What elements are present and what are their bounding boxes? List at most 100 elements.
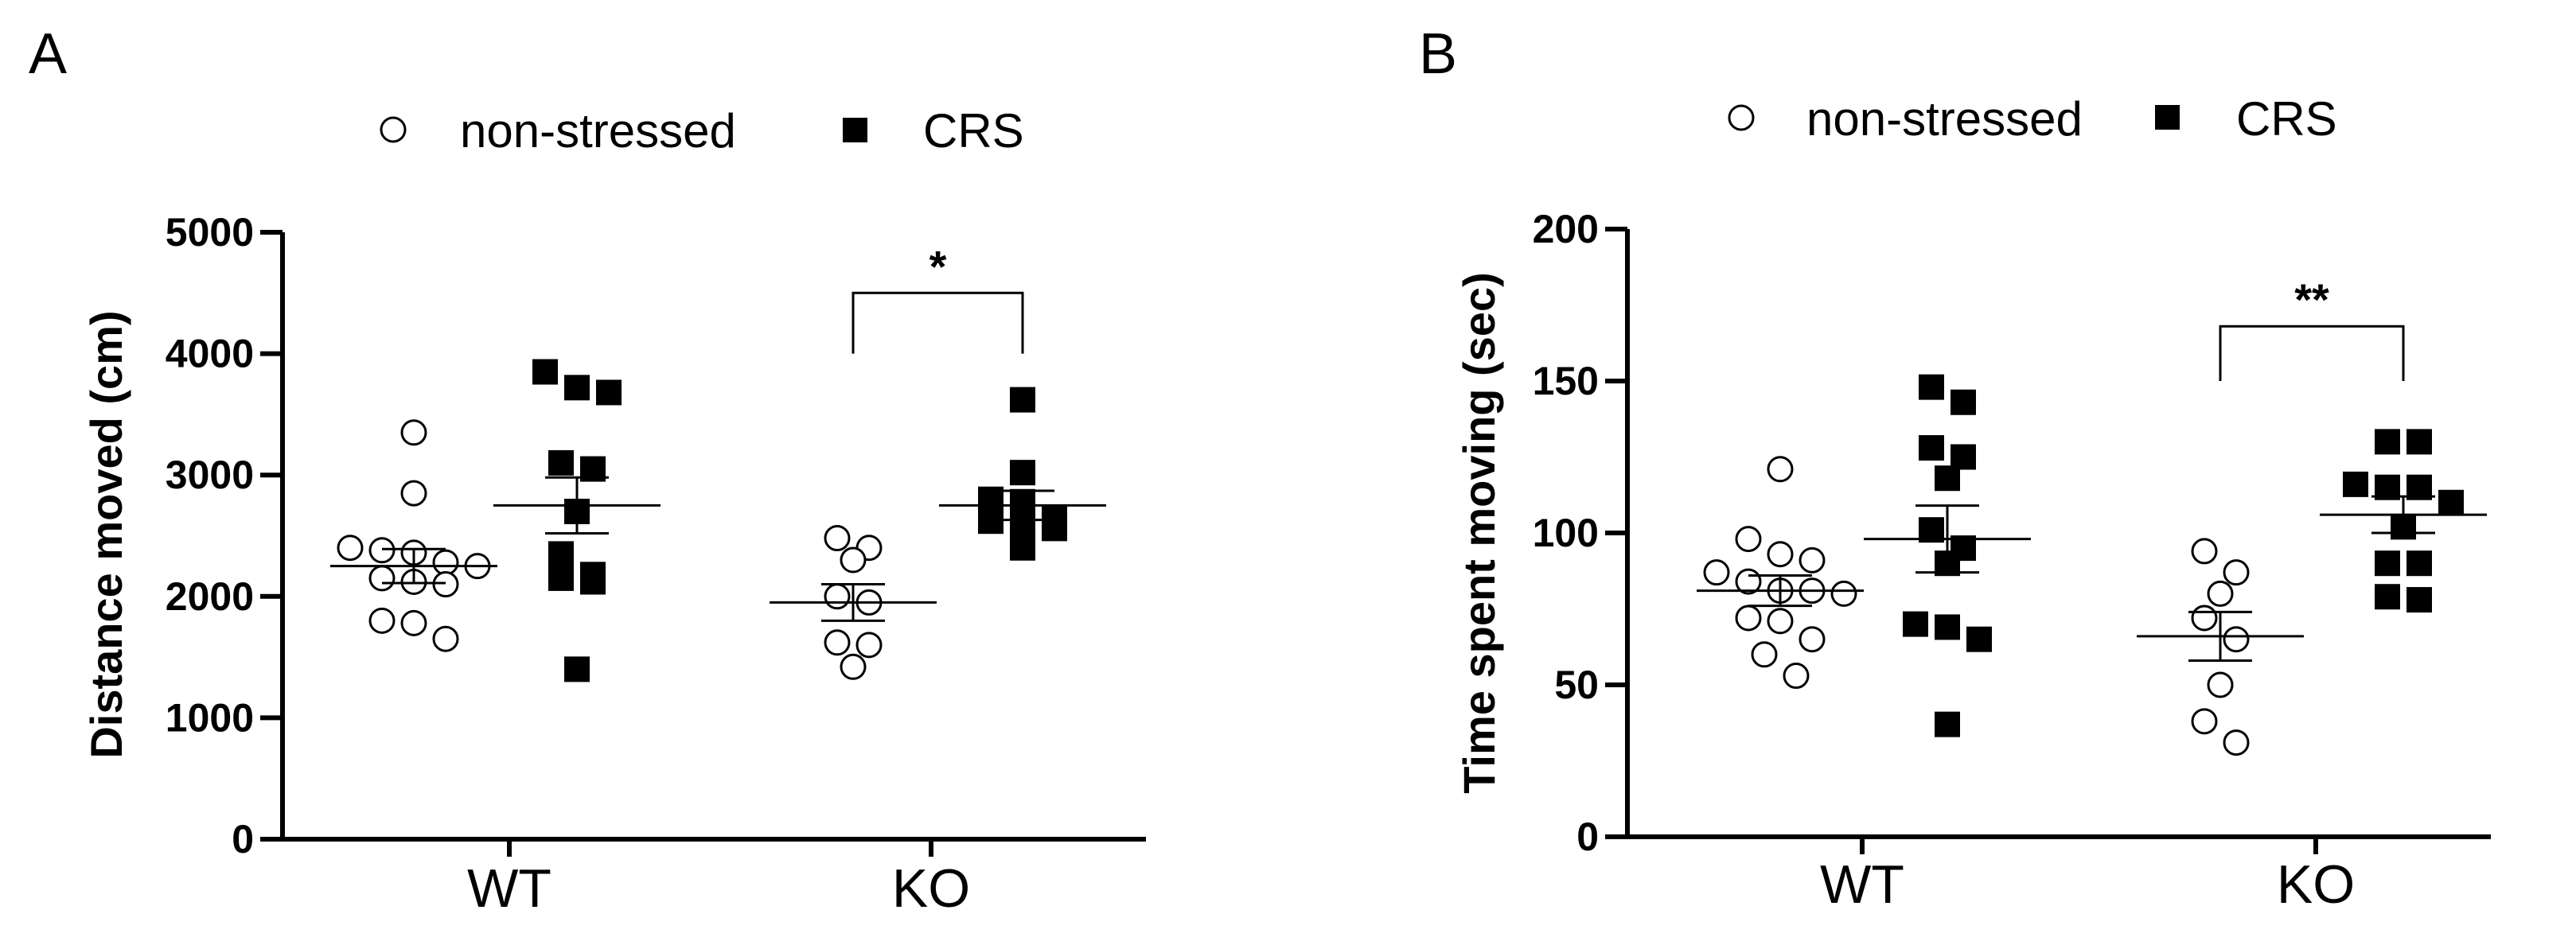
y-tick-label: 150 bbox=[1533, 359, 1599, 403]
significance-bracket bbox=[852, 291, 1024, 354]
legend-non-stressed-label: non-stressed bbox=[460, 104, 736, 157]
panel-b-mean-sem bbox=[1697, 495, 2487, 662]
significance-bracket bbox=[2219, 325, 2405, 381]
data-point-crs bbox=[1935, 465, 1960, 492]
data-point-crs bbox=[1951, 389, 1976, 415]
data-point-non-stressed bbox=[432, 549, 459, 576]
data-point-non-stressed bbox=[840, 653, 867, 680]
legend-crs-marker bbox=[843, 118, 867, 142]
y-tick-label: 0 bbox=[1576, 815, 1599, 859]
data-point-non-stressed bbox=[400, 419, 427, 446]
panel-a-axes bbox=[280, 232, 1146, 842]
panel-b-points bbox=[1703, 374, 2464, 756]
data-point-non-stressed bbox=[2223, 626, 2250, 653]
data-point-crs bbox=[2406, 550, 2432, 577]
data-point-non-stressed bbox=[1703, 559, 1730, 586]
legend-crs-label: CRS bbox=[2236, 92, 2337, 146]
data-point-non-stressed bbox=[368, 565, 396, 592]
data-point-non-stressed bbox=[1751, 641, 1778, 668]
data-point-crs bbox=[2375, 550, 2400, 577]
panel-a-categories: WT KO bbox=[467, 839, 970, 919]
data-point-crs bbox=[1919, 374, 1944, 400]
y-tick-label: 100 bbox=[1533, 511, 1599, 555]
data-point-non-stressed bbox=[1767, 456, 1794, 483]
panel-a-legend: non-stressed CRS bbox=[380, 104, 1024, 157]
data-point-non-stressed bbox=[2207, 671, 2234, 698]
legend-non-stressed-marker bbox=[380, 116, 407, 143]
data-point-non-stressed bbox=[824, 629, 851, 656]
data-point-non-stressed bbox=[337, 535, 364, 562]
y-tick-label: 1000 bbox=[166, 695, 254, 740]
y-tick-label: 3000 bbox=[166, 453, 254, 497]
data-point-non-stressed bbox=[1799, 626, 1826, 653]
data-point-non-stressed bbox=[2191, 708, 2218, 735]
data-point-crs bbox=[564, 656, 590, 682]
panel-b-categories: WT KO bbox=[1820, 837, 2355, 915]
data-point-crs bbox=[2438, 489, 2464, 515]
data-point-non-stressed bbox=[368, 537, 396, 564]
legend-non-stressed-label: non-stressed bbox=[1806, 92, 2083, 146]
data-point-crs bbox=[1966, 626, 1992, 652]
data-point-non-stressed bbox=[2207, 580, 2234, 607]
panel-b-significance: ** bbox=[2219, 274, 2405, 381]
data-point-crs bbox=[2375, 429, 2400, 455]
panel-b-legend: non-stressed CRS bbox=[1728, 92, 2337, 146]
y-tick-label: 0 bbox=[232, 817, 254, 861]
panel-a: A non-stressed CRS Distance moved (cm) 0… bbox=[29, 22, 1146, 919]
data-point-crs bbox=[1010, 535, 1035, 561]
data-point-non-stressed bbox=[1767, 541, 1794, 568]
panel-a-mean-sem bbox=[330, 476, 1106, 622]
data-point-non-stressed bbox=[2191, 605, 2218, 632]
y-tick-label: 4000 bbox=[166, 332, 254, 376]
data-point-non-stressed bbox=[1735, 605, 1762, 632]
data-point-crs bbox=[2343, 471, 2368, 497]
data-point-non-stressed bbox=[1830, 580, 1857, 607]
data-point-crs bbox=[548, 541, 574, 567]
data-point-crs bbox=[2375, 584, 2400, 610]
data-point-non-stressed bbox=[432, 625, 459, 652]
x-category-label: WT bbox=[1820, 854, 1904, 915]
y-tick-label: 50 bbox=[1554, 663, 1599, 707]
data-point-crs bbox=[596, 379, 622, 406]
y-tick-label: 200 bbox=[1533, 207, 1599, 251]
data-point-non-stressed bbox=[824, 525, 851, 552]
data-point-crs bbox=[548, 449, 574, 476]
data-point-crs bbox=[1935, 614, 1960, 640]
data-point-non-stressed bbox=[400, 609, 427, 636]
data-point-non-stressed bbox=[1783, 663, 1810, 690]
data-point-crs bbox=[1951, 444, 1976, 470]
y-tick-label: 2000 bbox=[166, 574, 254, 619]
data-point-non-stressed bbox=[1799, 546, 1826, 574]
legend-crs-marker bbox=[2155, 105, 2180, 130]
data-point-non-stressed bbox=[400, 480, 427, 507]
data-point-crs bbox=[978, 508, 1004, 535]
data-point-crs bbox=[1903, 611, 1928, 637]
data-point-crs bbox=[564, 375, 590, 401]
data-point-crs bbox=[2406, 429, 2432, 455]
panel-b-y-axis-title: Time spent moving (sec) bbox=[1454, 272, 1504, 794]
legend-crs-label: CRS bbox=[923, 104, 1024, 157]
panel-b-y-ticks: 0 50 100 150 200 bbox=[1533, 207, 1627, 859]
x-category-label: KO bbox=[892, 858, 970, 919]
data-point-non-stressed bbox=[368, 607, 396, 634]
data-point-non-stressed bbox=[1735, 526, 1762, 553]
data-point-non-stressed bbox=[840, 546, 867, 574]
data-point-non-stressed bbox=[1767, 608, 1794, 635]
data-point-non-stressed bbox=[2191, 538, 2218, 565]
significance-label: * bbox=[929, 241, 947, 291]
y-tick-label: 5000 bbox=[166, 210, 254, 255]
data-point-crs bbox=[1010, 460, 1035, 486]
data-point-non-stressed bbox=[2223, 729, 2250, 756]
panel-b-letter: B bbox=[1419, 22, 1457, 86]
data-point-crs bbox=[1919, 435, 1944, 461]
data-point-non-stressed bbox=[855, 632, 883, 659]
data-point-crs bbox=[548, 565, 574, 591]
panel-a-y-axis-title: Distance moved (cm) bbox=[81, 310, 131, 758]
data-point-crs bbox=[532, 359, 558, 385]
significance-label: ** bbox=[2294, 274, 2329, 325]
data-point-crs bbox=[1010, 387, 1035, 413]
data-point-crs bbox=[2406, 587, 2432, 613]
x-category-label: WT bbox=[467, 858, 551, 919]
legend-non-stressed-marker bbox=[1728, 104, 1755, 131]
